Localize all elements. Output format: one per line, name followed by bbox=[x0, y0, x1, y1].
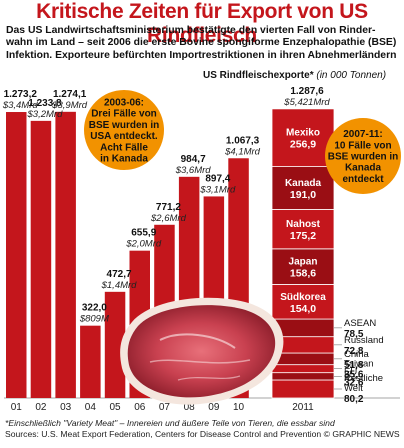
segment-value: 32,6 bbox=[344, 377, 364, 388]
segment-value: 51,8 bbox=[344, 360, 364, 371]
footnote: *Einschließlich "Variety Meat" – Innerei… bbox=[5, 418, 335, 428]
chart-legend: US Rindfleischexporte* (in 000 Tonnen) bbox=[203, 70, 386, 81]
total-label-2011: 1.287,6 bbox=[290, 86, 324, 97]
money-label: $2,6Mrd bbox=[150, 213, 187, 224]
x-tick-label: 07 bbox=[159, 402, 171, 413]
segment-name: China bbox=[344, 349, 370, 360]
callout-text: in Kanada bbox=[100, 154, 148, 165]
stack-segment-eu bbox=[271, 372, 335, 381]
segment-name: Kanada bbox=[285, 178, 322, 189]
x-tick-label-2011: 2011 bbox=[292, 402, 314, 413]
value-label: 771,2 bbox=[156, 202, 181, 213]
stack-segment-taiwan bbox=[271, 364, 335, 374]
steak-illustration bbox=[120, 297, 284, 405]
callout-text: BSE wurden in bbox=[89, 120, 160, 131]
stack-segment-mexiko bbox=[271, 108, 335, 167]
x-tick-label: 05 bbox=[109, 402, 121, 413]
stack-segment-restliche-welt bbox=[271, 379, 335, 399]
segment-name: EU bbox=[344, 366, 357, 377]
stack-segment-japan bbox=[271, 248, 335, 285]
value-label: 1.274,1 bbox=[53, 89, 87, 100]
callout-text: 10 Fälle von bbox=[334, 140, 391, 151]
segment-value: 158,6 bbox=[290, 268, 316, 280]
callout-text: Acht Fälle bbox=[100, 142, 148, 153]
segment-value: 154,0 bbox=[290, 303, 316, 315]
segment-value: 35,6 bbox=[344, 370, 364, 381]
segment-name: Japan bbox=[289, 257, 318, 268]
value-label: 1.273,2 bbox=[4, 89, 38, 100]
page-title: Kritische Zeiten für Export von US Rindf… bbox=[36, 0, 368, 47]
value-label: 897,4 bbox=[205, 173, 230, 184]
stack-segment-nahost bbox=[271, 209, 335, 250]
value-label: 655,9 bbox=[131, 228, 156, 239]
value-label: 1.233,8 bbox=[28, 98, 62, 109]
callout-text: BSE wurden in bbox=[328, 152, 399, 163]
segment-value: 78,5 bbox=[344, 329, 364, 340]
callout-text: entdeckt bbox=[342, 174, 384, 185]
callout-text: USA entdeckt. bbox=[90, 131, 158, 142]
footnote-block: *Einschließlich "Variety Meat" – Innerei… bbox=[5, 418, 401, 439]
callout-2007 bbox=[325, 118, 401, 194]
value-label: 322,0 bbox=[82, 303, 107, 314]
money-label: $2,0Mrd bbox=[125, 239, 162, 250]
segment-value: 80,2 bbox=[344, 394, 364, 405]
callout-2003 bbox=[84, 90, 164, 170]
callout-text: 2007-11: bbox=[343, 129, 382, 140]
segment-value: 191,0 bbox=[290, 189, 316, 201]
segment-name: Russland bbox=[344, 335, 384, 346]
x-tick-label: 08 bbox=[184, 402, 196, 413]
money-label: $3,6Mrd bbox=[175, 165, 212, 176]
value-label: 1.067,3 bbox=[226, 135, 260, 146]
segment-name: Restliche bbox=[344, 373, 383, 384]
segment-name: Welt bbox=[344, 383, 363, 394]
segment-name: Mexiko bbox=[286, 128, 320, 139]
money-label: $3,4Mrd bbox=[2, 100, 39, 111]
intro-text: Das US Landwirtschaftsministerium bestät… bbox=[6, 25, 397, 61]
segment-value: 175,2 bbox=[290, 230, 316, 242]
x-tick-label: 01 bbox=[11, 402, 23, 413]
segment-name: ASEAN bbox=[344, 318, 376, 329]
segment-name: Südkorea bbox=[280, 292, 326, 303]
money-label: $4,1Mrd bbox=[224, 146, 261, 157]
segment-name: Nahost bbox=[286, 219, 321, 230]
value-label: 984,7 bbox=[181, 154, 206, 165]
segment-name: Taiwan bbox=[344, 359, 374, 370]
stack-segment-china bbox=[271, 352, 335, 366]
bar-02 bbox=[30, 120, 52, 398]
x-tick-label: 04 bbox=[85, 402, 97, 413]
x-tick-label: 10 bbox=[233, 402, 245, 413]
money-label: $809M bbox=[79, 314, 109, 325]
x-tick-label: 03 bbox=[60, 402, 72, 413]
money-label: $1,4Mrd bbox=[101, 280, 138, 291]
segment-value: 256,9 bbox=[290, 139, 316, 151]
money-label: $3,9Mrd bbox=[51, 100, 88, 111]
callout-text: 2003-06: bbox=[104, 98, 144, 109]
x-tick-label: 09 bbox=[208, 402, 220, 413]
source-line: Sources: U.S. Meat Export Federation, Ce… bbox=[5, 428, 400, 439]
stack-segment-suedkorea bbox=[271, 284, 335, 320]
bar-05 bbox=[104, 291, 126, 398]
value-label: 472,7 bbox=[107, 269, 132, 280]
x-tick-label: 06 bbox=[134, 402, 146, 413]
bar-04 bbox=[80, 325, 101, 398]
callout-text: Drei Fälle von bbox=[91, 109, 157, 120]
bar-01 bbox=[6, 112, 27, 399]
money-label-2011: $5,421Mrd bbox=[283, 97, 330, 108]
segment-value: 72,8 bbox=[344, 346, 364, 357]
legend-label: US Rindfleischexporte* bbox=[203, 70, 314, 81]
money-label: $3,2Mrd bbox=[27, 109, 64, 120]
money-label: $3,1Mrd bbox=[199, 184, 236, 195]
legend-unit: (in 000 Tonnen) bbox=[316, 70, 387, 81]
callout-text: Kanada bbox=[345, 163, 382, 174]
x-tick-label: 02 bbox=[35, 402, 47, 413]
bar-03 bbox=[55, 111, 76, 398]
